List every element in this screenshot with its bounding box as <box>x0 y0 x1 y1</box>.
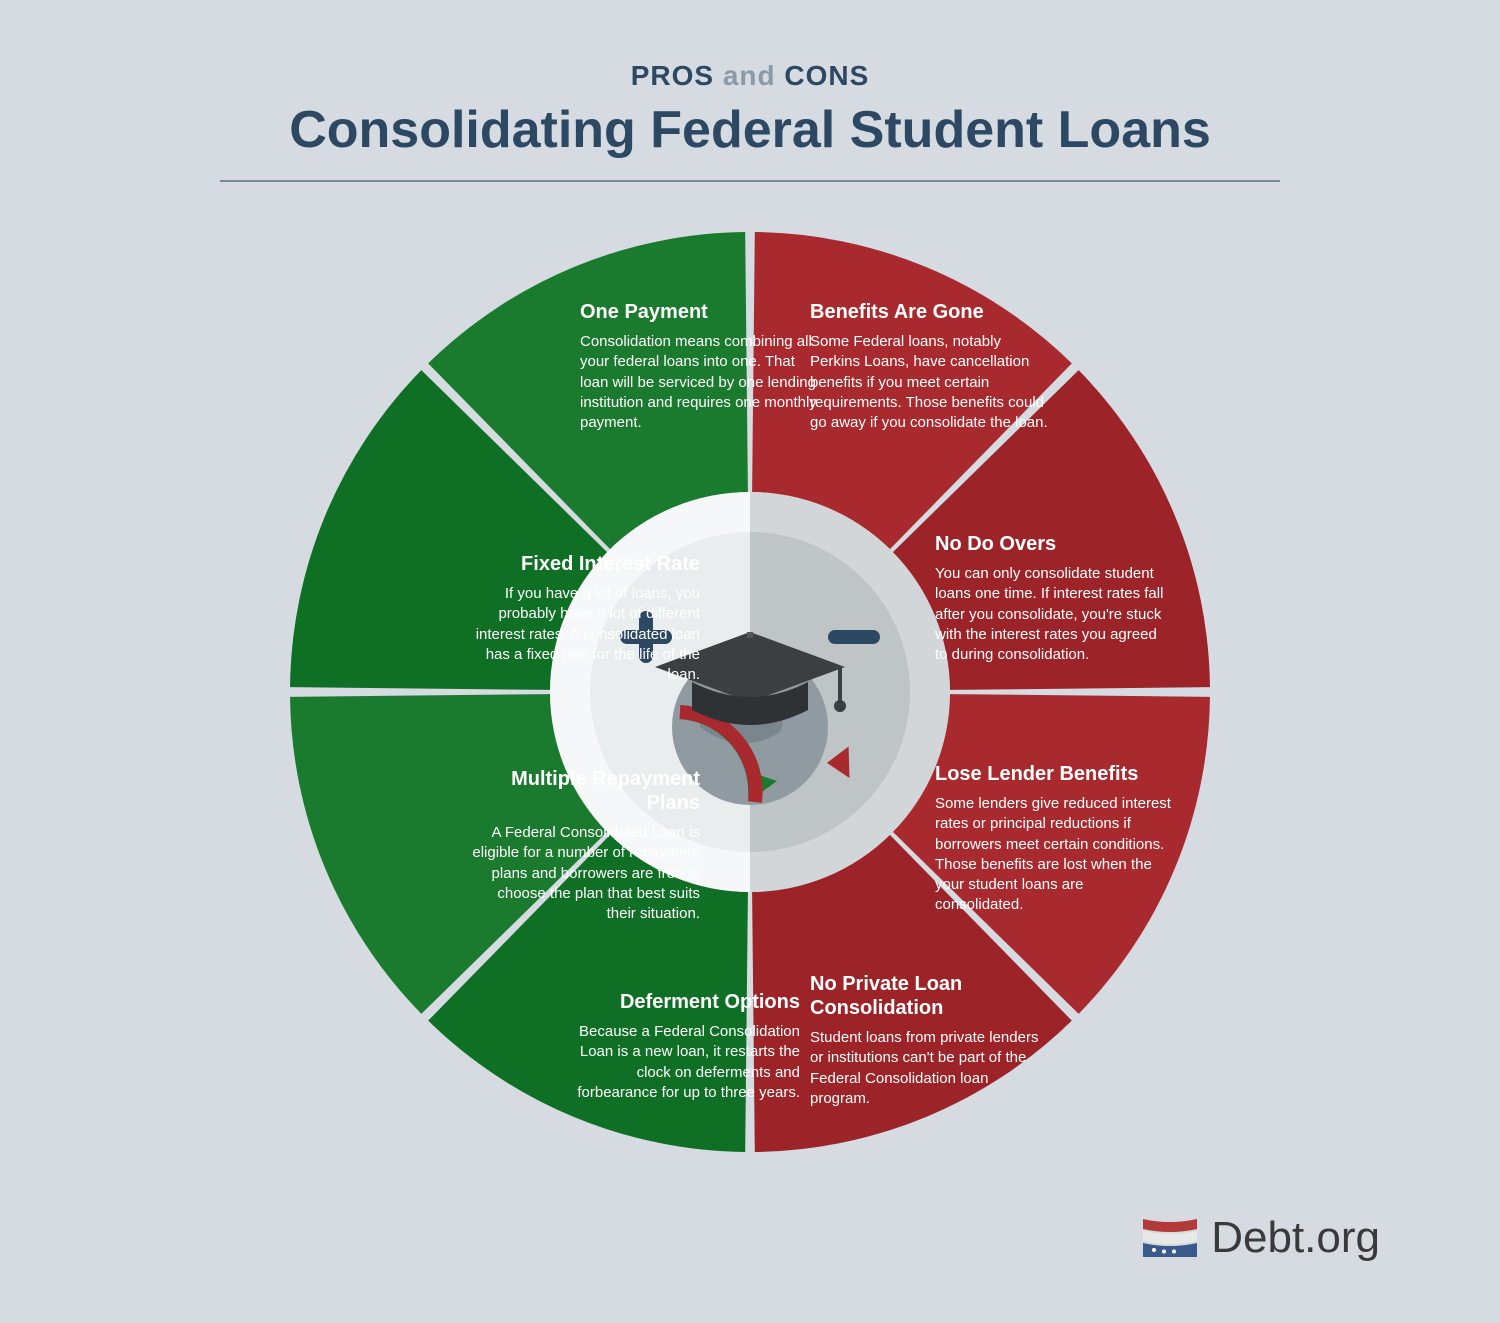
pro-4-title: Deferment Options <box>570 990 800 1014</box>
con-segment-1: Benefits Are Gone Some Federal loans, no… <box>810 300 1048 433</box>
con-2-title: No Do Overs <box>935 532 1173 556</box>
con-1-title: Benefits Are Gone <box>810 300 1048 324</box>
con-3-body: Some lenders give reduced interest rates… <box>935 794 1173 916</box>
kicker-pros: PROS <box>631 60 714 91</box>
con-segment-4: No Private Loan Consolidation Student lo… <box>810 972 1048 1109</box>
pro-1-body: Consolidation means combining all your f… <box>580 332 818 433</box>
donut-chart: One Payment Consolidation means combinin… <box>270 212 1230 1172</box>
header-rule <box>220 180 1280 182</box>
kicker: PROS and CONS <box>0 60 1500 92</box>
debt-org-logo: Debt.org <box>1143 1213 1380 1263</box>
con-4-title: No Private Loan Consolidation <box>810 972 1048 1020</box>
pro-segment-1: One Payment Consolidation means combinin… <box>580 300 818 433</box>
flag-icon <box>1143 1219 1197 1257</box>
con-4-body: Student loans from private lenders or in… <box>810 1028 1048 1109</box>
pro-4-body: Because a Federal Consolidation Loan is … <box>570 1022 800 1103</box>
pro-2-body: If you have a lot of loans, you probably… <box>470 584 700 685</box>
con-2-body: You can only consolidate student loans o… <box>935 564 1173 665</box>
pro-3-body: A Federal Consolidated Loan is eligible … <box>470 823 700 924</box>
pro-2-title: Fixed Interest Rate <box>470 552 700 576</box>
con-segment-2: No Do Overs You can only consolidate stu… <box>935 532 1173 665</box>
pro-3-title: Multiple Repayment Plans <box>470 767 700 815</box>
pro-segment-4: Deferment Options Because a Federal Cons… <box>570 990 800 1103</box>
logo-text: Debt.org <box>1211 1213 1380 1263</box>
page-title: Consolidating Federal Student Loans <box>0 100 1500 160</box>
pro-segment-3: Multiple Repayment Plans A Federal Conso… <box>470 767 700 924</box>
con-3-title: Lose Lender Benefits <box>935 762 1173 786</box>
pro-segment-2: Fixed Interest Rate If you have a lot of… <box>470 552 700 685</box>
kicker-cons: CONS <box>784 60 869 91</box>
header: PROS and CONS Consolidating Federal Stud… <box>0 0 1500 182</box>
con-1-body: Some Federal loans, notably Perkins Loan… <box>810 332 1048 433</box>
con-segment-3: Lose Lender Benefits Some lenders give r… <box>935 762 1173 916</box>
pro-1-title: One Payment <box>580 300 818 324</box>
kicker-and: and <box>723 60 776 91</box>
